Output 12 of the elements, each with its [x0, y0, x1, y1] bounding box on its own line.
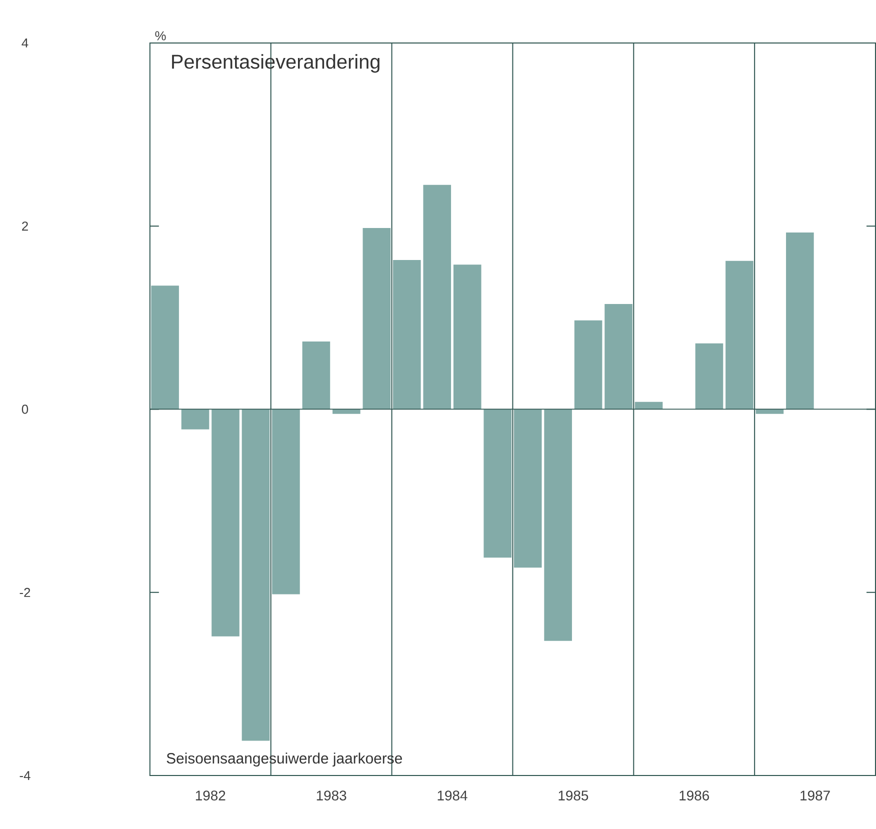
- x-tick-label: 1983: [316, 790, 346, 801]
- y-tick-label: 4: [22, 38, 28, 48]
- x-tick-label: 1982: [196, 790, 226, 801]
- y-tick-label: 2: [22, 222, 28, 231]
- y-axis-title: %: [155, 31, 166, 41]
- y-tick-label: 0: [22, 404, 28, 414]
- y-tick-label: -4: [20, 771, 30, 780]
- x-tick-label: 1987: [800, 790, 830, 801]
- y-tick-label: -2: [20, 588, 30, 598]
- x-tick-label: 1984: [438, 790, 468, 801]
- x-tick-label: 1986: [680, 790, 709, 801]
- x-tick-label: 1985: [558, 790, 588, 801]
